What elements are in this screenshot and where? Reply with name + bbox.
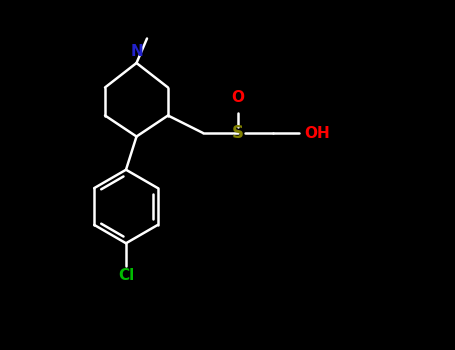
Text: O: O <box>232 90 244 105</box>
Text: S: S <box>232 124 244 142</box>
Text: N: N <box>130 44 143 59</box>
Text: Cl: Cl <box>118 268 134 283</box>
Text: OH: OH <box>304 126 330 140</box>
